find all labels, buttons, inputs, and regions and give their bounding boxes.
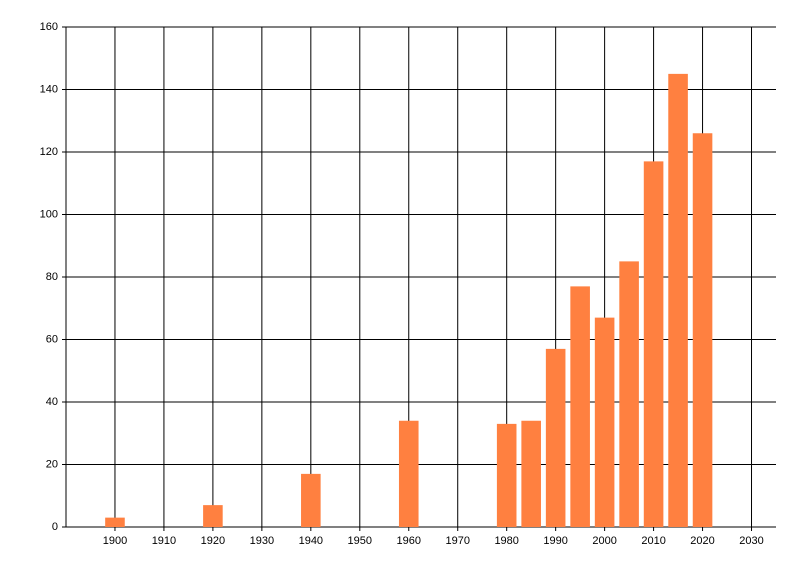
x-tick-label: 2000 bbox=[592, 535, 616, 547]
x-tick-label: 1930 bbox=[250, 535, 274, 547]
y-tick-label: 120 bbox=[40, 146, 58, 158]
bar bbox=[545, 348, 566, 527]
x-tick-label: 1900 bbox=[103, 535, 127, 547]
x-tick-label: 1990 bbox=[543, 535, 567, 547]
y-tick-label: 20 bbox=[46, 458, 58, 470]
x-tick-label: 1910 bbox=[152, 535, 176, 547]
x-tick-label: 1970 bbox=[445, 535, 469, 547]
x-tick-label: 1980 bbox=[494, 535, 518, 547]
x-tick-label: 1950 bbox=[348, 535, 372, 547]
bar bbox=[643, 161, 664, 527]
bar bbox=[496, 423, 517, 527]
bar bbox=[570, 286, 590, 527]
x-tick-label: 1920 bbox=[201, 535, 225, 547]
y-tick-label: 80 bbox=[46, 271, 58, 283]
bar bbox=[692, 133, 713, 527]
x-tick-label: 1960 bbox=[397, 535, 421, 547]
bar bbox=[619, 261, 639, 527]
bar bbox=[521, 420, 541, 527]
x-tick-label: 2020 bbox=[690, 535, 714, 547]
y-tick-label: 40 bbox=[46, 396, 58, 408]
y-tick-label: 160 bbox=[40, 21, 58, 33]
bar bbox=[105, 517, 125, 527]
bar bbox=[398, 420, 419, 527]
y-tick-label: 140 bbox=[40, 83, 58, 95]
bar bbox=[668, 73, 688, 527]
y-tick-label: 100 bbox=[40, 208, 58, 220]
x-tick-label: 1940 bbox=[299, 535, 323, 547]
bar bbox=[594, 317, 615, 527]
bar bbox=[301, 473, 321, 527]
y-tick-label: 60 bbox=[46, 333, 58, 345]
bar bbox=[203, 505, 223, 527]
x-tick-label: 2030 bbox=[739, 535, 763, 547]
x-tick-label: 2010 bbox=[641, 535, 665, 547]
y-tick-label: 0 bbox=[52, 521, 58, 533]
